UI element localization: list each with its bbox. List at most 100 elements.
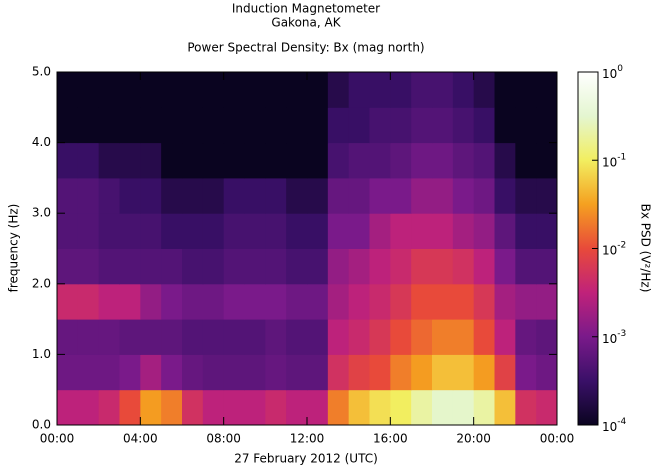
cell (98, 319, 120, 355)
cell (98, 142, 120, 179)
cell (432, 213, 454, 249)
cell (452, 389, 475, 426)
cell (202, 354, 225, 391)
y-tick-label: 5.0 (32, 65, 51, 79)
cell (452, 213, 475, 249)
x-tick-label: 16:00 (373, 432, 408, 446)
cell (119, 142, 141, 179)
cell (536, 177, 558, 214)
cell (161, 283, 183, 320)
cell (286, 142, 308, 179)
cell (202, 389, 225, 426)
cell (265, 107, 287, 144)
cell (286, 319, 308, 355)
y-tick-label: 0.0 (32, 418, 51, 432)
cell (244, 142, 266, 179)
cell (515, 389, 537, 426)
cell (473, 389, 495, 426)
cell (161, 389, 183, 426)
x-axis-label: 27 February 2012 (UTC) (234, 452, 378, 466)
cell (57, 248, 79, 285)
cell (348, 142, 370, 179)
cell (432, 142, 454, 179)
cell (473, 142, 495, 179)
cell (265, 283, 287, 320)
cell (515, 177, 537, 214)
cell (452, 142, 475, 179)
cell (98, 107, 120, 144)
x-tick-label: 20:00 (456, 432, 491, 446)
cell (390, 177, 412, 214)
cell (244, 72, 266, 108)
cell (286, 283, 308, 320)
cell (77, 142, 100, 179)
cell (57, 72, 79, 108)
cell (390, 213, 412, 249)
cell (494, 142, 516, 179)
cell (161, 319, 183, 355)
cell (140, 389, 162, 426)
cell (119, 72, 141, 108)
cell (265, 354, 287, 391)
cell (223, 319, 245, 355)
cell (390, 354, 412, 391)
cell (57, 177, 79, 214)
cell (432, 72, 454, 108)
cell (452, 72, 475, 108)
cell (390, 107, 412, 144)
cell (494, 283, 516, 320)
cell (182, 283, 204, 320)
tick-exponent: -1 (617, 152, 626, 162)
cell (244, 354, 266, 391)
cell (411, 142, 433, 179)
cell (348, 213, 370, 249)
cell (140, 107, 162, 144)
cell (286, 213, 308, 249)
cell (369, 107, 391, 144)
cell (98, 248, 120, 285)
chart-subtitle: Gakona, AK (271, 16, 341, 30)
cell (411, 248, 433, 285)
tick-base: 10 (602, 155, 617, 169)
cell (515, 107, 537, 144)
cell (515, 213, 537, 249)
cell (57, 283, 79, 320)
cell (202, 283, 225, 320)
cell (536, 72, 558, 108)
cell (432, 389, 454, 426)
cell (223, 213, 245, 249)
cell (473, 319, 495, 355)
cell (348, 389, 370, 426)
cell (390, 72, 412, 108)
cell (307, 389, 329, 426)
cell (286, 248, 308, 285)
cell (244, 389, 266, 426)
cell (327, 283, 350, 320)
cell (182, 248, 204, 285)
cell (494, 354, 516, 391)
cell (77, 283, 100, 320)
cell (202, 213, 225, 249)
cell (161, 177, 183, 214)
cell (390, 283, 412, 320)
cell (202, 72, 225, 108)
cell (432, 283, 454, 320)
plot-title: Power Spectral Density: Bx (mag north) (187, 41, 424, 55)
cell (223, 72, 245, 108)
cell (77, 177, 100, 214)
cell (432, 319, 454, 355)
cell (327, 213, 350, 249)
cell (452, 177, 475, 214)
cell (223, 283, 245, 320)
cell (265, 389, 287, 426)
cell (119, 213, 141, 249)
cell (244, 319, 266, 355)
cell (182, 142, 204, 179)
cell (223, 107, 245, 144)
cell (411, 319, 433, 355)
x-tick-label: 00:00 (40, 432, 75, 446)
cell (369, 389, 391, 426)
cell (244, 248, 266, 285)
cell (182, 72, 204, 108)
